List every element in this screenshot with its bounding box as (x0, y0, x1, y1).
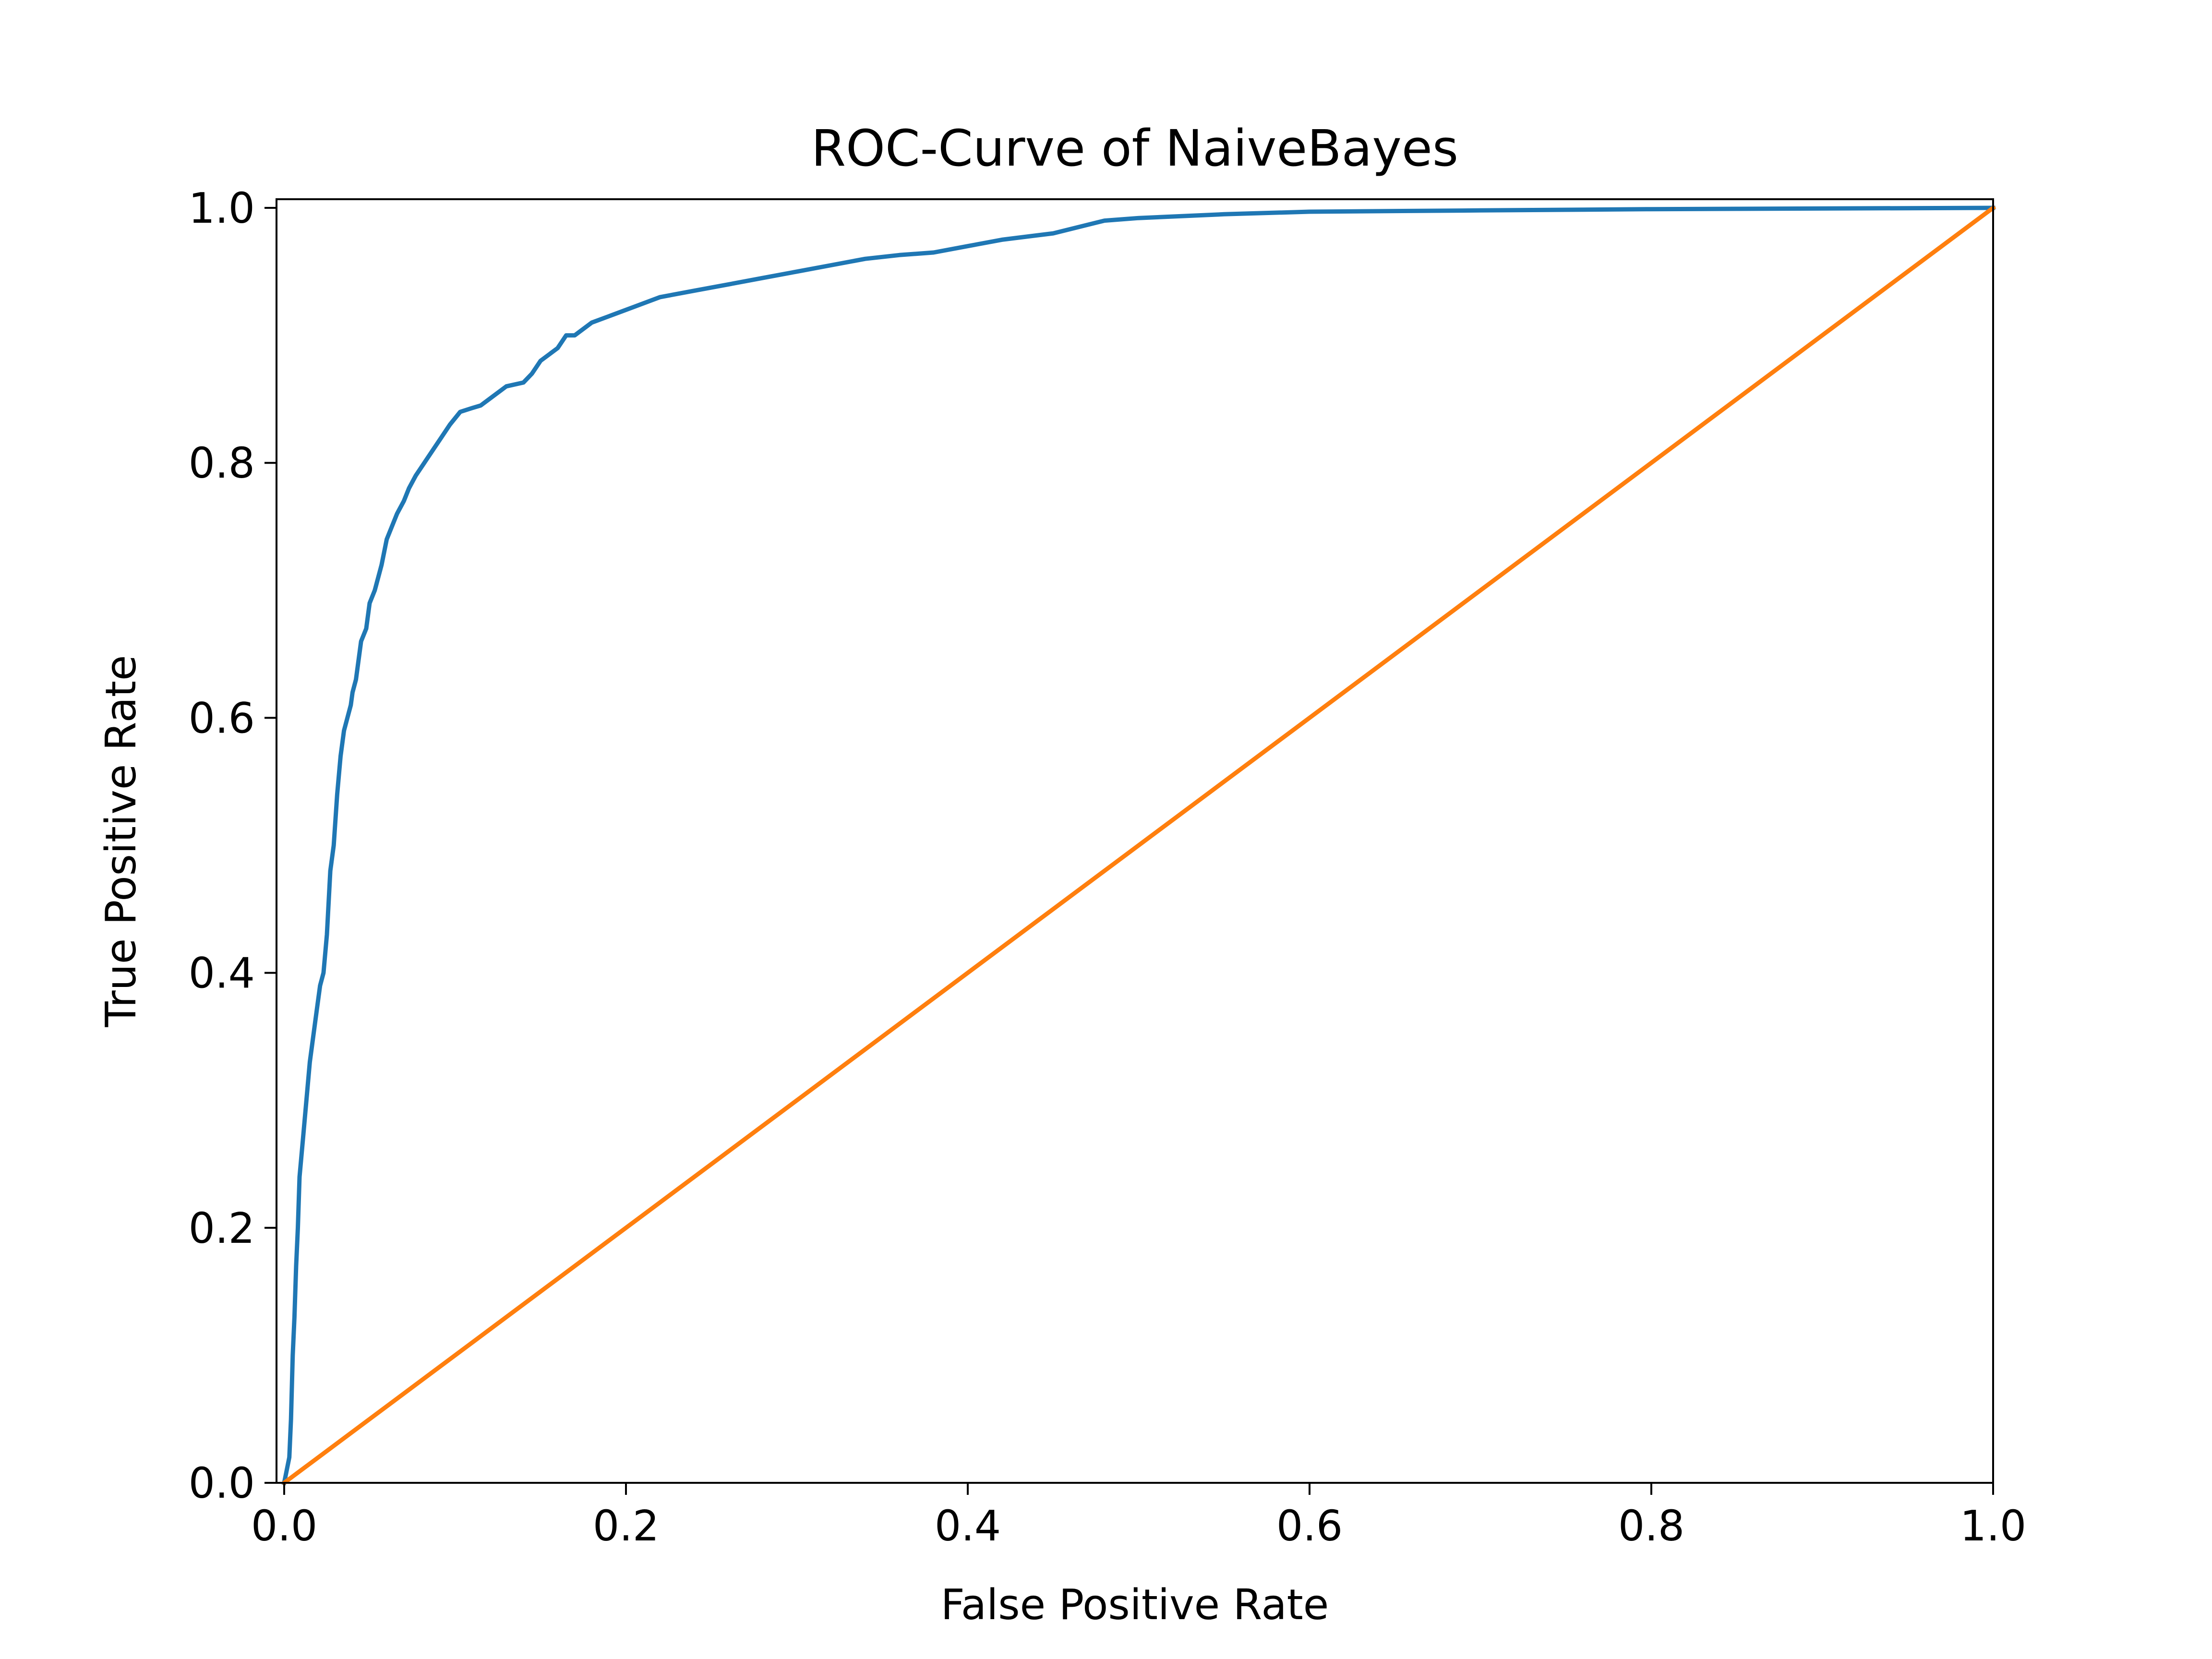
y-tick-label: 0.2 (189, 1204, 255, 1253)
chance-diagonal-line (281, 204, 1996, 1486)
x-tick-label: 0.2 (593, 1502, 659, 1551)
y-axis-ticks: 0.0 0.2 0.4 0.6 0.8 1.0 (189, 184, 276, 1508)
y-tick-label: 0.0 (189, 1459, 255, 1508)
x-axis-label: False Positive Rate (941, 1580, 1329, 1629)
plot-area-background (276, 199, 1993, 1483)
roc-curve-line (281, 205, 1996, 1486)
y-tick-label: 0.8 (189, 439, 255, 488)
x-tick-label: 0.4 (935, 1502, 1001, 1551)
x-tick-label: 1.0 (1960, 1502, 2026, 1551)
plot-frame (276, 198, 1994, 1484)
chart-title: ROC-Curve of NaiveBayes (811, 119, 1458, 178)
x-tick-label: 0.8 (1618, 1502, 1684, 1551)
x-axis-ticks: 0.0 0.2 0.4 0.6 0.8 1.0 (251, 1483, 2026, 1551)
x-tick-label: 0.0 (251, 1502, 317, 1551)
y-tick-label: 0.6 (189, 694, 255, 743)
y-tick-label: 0.4 (189, 949, 255, 998)
y-tick-label: 1.0 (189, 184, 255, 233)
series-layer (281, 204, 1996, 1486)
x-tick-label: 0.6 (1276, 1502, 1343, 1551)
y-axis-label: True Positive Rate (96, 655, 145, 1028)
